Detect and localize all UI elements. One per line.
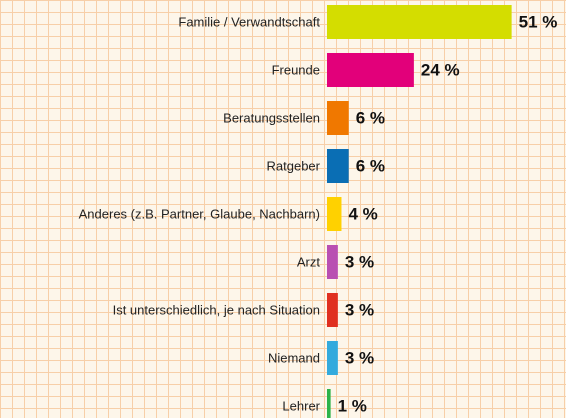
bar bbox=[327, 149, 349, 183]
bar bbox=[327, 293, 338, 327]
bar bbox=[327, 53, 414, 87]
value-label: 3 % bbox=[345, 348, 374, 367]
value-label: 6 % bbox=[356, 108, 385, 127]
category-label: Familie / Verwandtschaft bbox=[178, 14, 320, 29]
value-label: 3 % bbox=[345, 300, 374, 319]
category-label: Ist unterschiedlich, je nach Situation bbox=[113, 302, 320, 317]
value-label: 3 % bbox=[345, 252, 374, 271]
bar bbox=[327, 341, 338, 375]
bar bbox=[327, 197, 342, 231]
category-label: Arzt bbox=[297, 254, 321, 269]
category-label: Anderes (z.B. Partner, Glaube, Nachbarn) bbox=[79, 206, 320, 221]
value-label: 6 % bbox=[356, 156, 385, 175]
bar bbox=[327, 101, 349, 135]
category-label: Freunde bbox=[272, 62, 320, 77]
category-label: Lehrer bbox=[282, 398, 320, 413]
value-label: 4 % bbox=[348, 204, 377, 223]
category-label: Ratgeber bbox=[267, 158, 321, 173]
bar bbox=[327, 389, 331, 418]
bar bbox=[327, 245, 338, 279]
bar bbox=[327, 5, 512, 39]
value-label: 24 % bbox=[421, 60, 460, 79]
value-label: 1 % bbox=[338, 396, 367, 415]
value-label: 51 % bbox=[519, 12, 558, 31]
category-label: Beratungsstellen bbox=[223, 110, 320, 125]
category-label: Niemand bbox=[268, 350, 320, 365]
